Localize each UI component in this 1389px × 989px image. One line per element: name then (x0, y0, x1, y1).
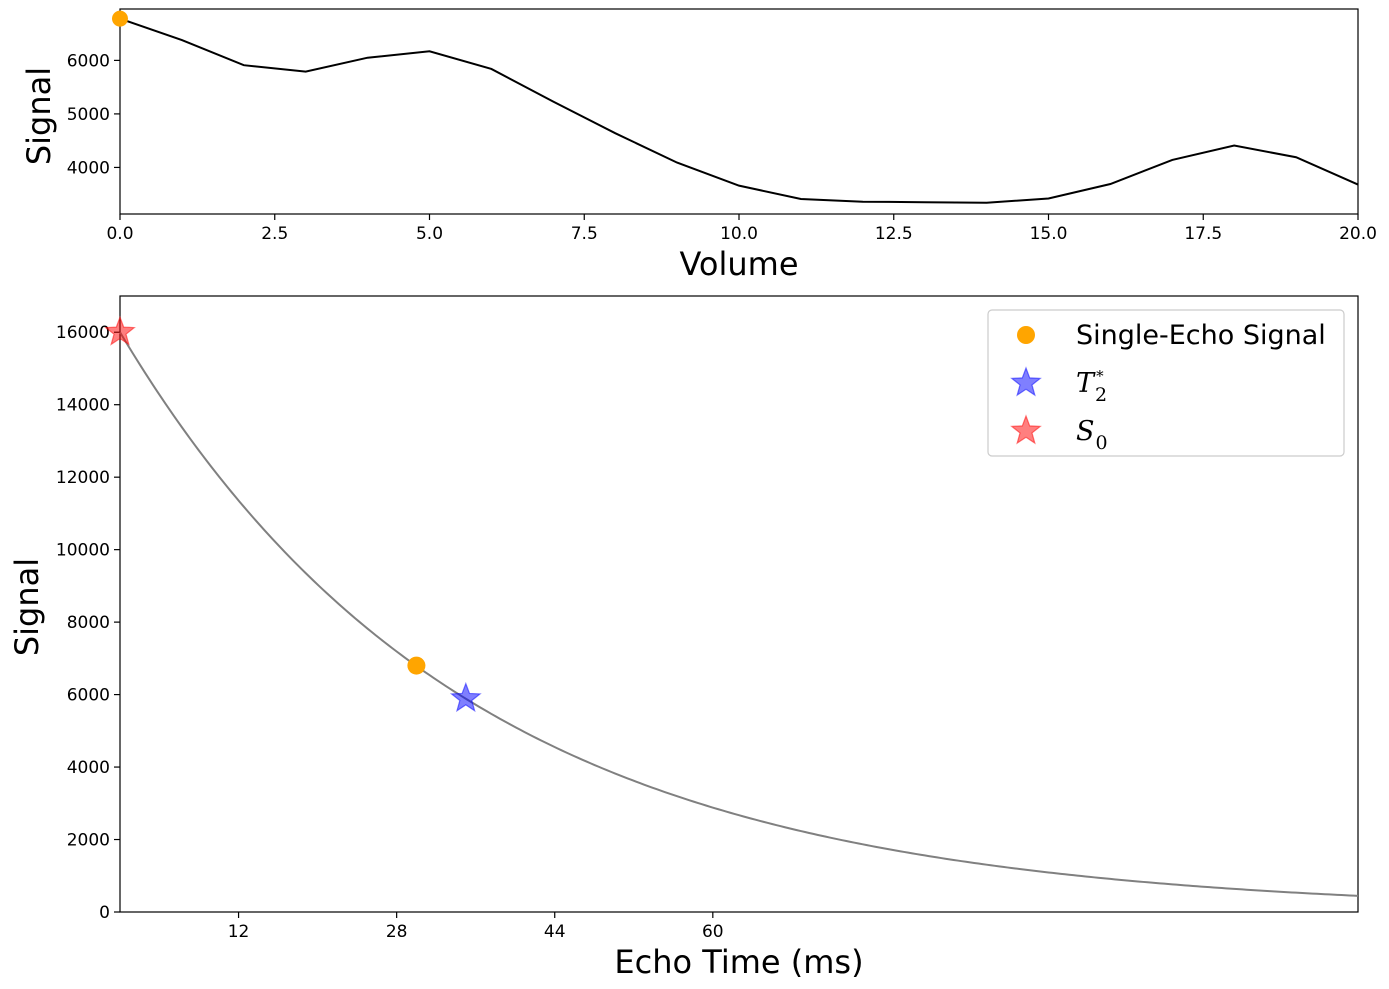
signal-timeseries-line (119, 17, 1359, 204)
x-tick-label: 60 (702, 922, 724, 942)
y-tick-label: 0 (99, 903, 110, 923)
x-tick-label: 44 (544, 922, 566, 942)
x-tick-label: 2.5 (261, 224, 288, 244)
legend-label-s0: S0 (1076, 416, 1108, 454)
timeseries-x-axis-label: Volume (679, 245, 798, 283)
decay-chart: 12 28 44 60 0 2000 4000 6000 8000 10000 12000 1400… (8, 295, 1359, 981)
decay-plot-area (119, 295, 1359, 913)
y-tick-label: 6000 (67, 686, 110, 706)
decay-x-axis-label: Echo Time (ms) (614, 943, 863, 981)
x-tick-label: 17.5 (1184, 224, 1222, 244)
legend: Single-Echo Signal T2* S0 (987, 309, 1345, 457)
decay-series (104, 315, 1359, 897)
x-tick-label: 15.0 (1030, 224, 1068, 244)
x-tick-label: 10.0 (720, 224, 758, 244)
y-tick-label: 12000 (56, 468, 110, 488)
decay-x-ticks: 12 28 44 60 (228, 912, 724, 942)
timeseries-plot-area (119, 8, 1359, 215)
legend-box (987, 309, 1345, 457)
legend-marker-circle (1017, 326, 1035, 344)
decay-y-ticks: 0 2000 4000 6000 8000 10000 12000 14000 16000 (56, 323, 120, 923)
y-tick-label: 4000 (67, 158, 110, 178)
y-tick-label: 8000 (67, 613, 110, 633)
single-echo-signal-point (407, 656, 426, 675)
legend-label-single-echo: Single-Echo Signal (1076, 320, 1326, 351)
x-tick-label: 28 (386, 922, 408, 942)
legend-markers (1010, 326, 1042, 445)
legend-label-t2star: T2* (1076, 367, 1107, 406)
t2star-marker (449, 681, 482, 713)
timeseries-series (112, 10, 1359, 204)
current-volume-point (112, 10, 128, 27)
x-tick-label: 0.0 (106, 224, 133, 244)
y-tick-label: 6000 (67, 51, 110, 71)
decay-y-axis-label: Signal (8, 558, 46, 656)
timeseries-x-ticks: 0.0 2.5 5.0 7.5 10.0 12.5 15.0 17.5 20.0 (106, 214, 1377, 244)
timeseries-chart: 0.0 2.5 5.0 7.5 10.0 12.5 15.0 17.5 20.0 4000 500… (20, 8, 1377, 283)
x-tick-label: 12.5 (875, 224, 913, 244)
x-tick-label: 20.0 (1339, 224, 1377, 244)
x-tick-label: 12 (228, 922, 250, 942)
legend-marker-star (1010, 366, 1042, 397)
legend-marker-star (1010, 414, 1042, 445)
decay-curve-line (119, 331, 1359, 897)
x-tick-label: 7.5 (571, 224, 598, 244)
y-tick-label: 2000 (67, 831, 110, 851)
timeseries-y-axis-label: Signal (20, 67, 58, 165)
y-tick-label: 5000 (67, 105, 110, 125)
timeseries-y-ticks: 4000 5000 6000 (67, 51, 120, 178)
y-tick-label: 14000 (56, 396, 110, 416)
s0-marker (104, 315, 136, 346)
x-tick-label: 5.0 (416, 224, 443, 244)
y-tick-label: 10000 (56, 541, 110, 561)
y-tick-label: 16000 (56, 323, 110, 343)
y-tick-label: 4000 (67, 758, 110, 778)
